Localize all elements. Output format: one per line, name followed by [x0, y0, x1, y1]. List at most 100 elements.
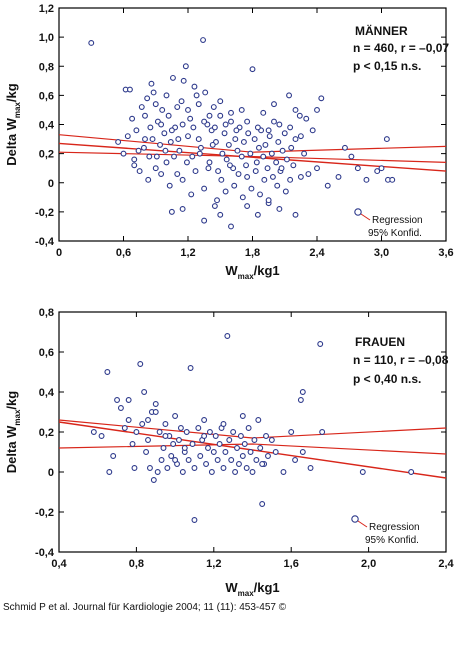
- data-point: [177, 425, 184, 431]
- data-point: [223, 156, 230, 163]
- ci-lower-line: [58, 443, 447, 455]
- data-point: [247, 449, 254, 455]
- data-point: [145, 176, 152, 183]
- data-point: [275, 139, 282, 145]
- y-tick-label: 0,6: [39, 347, 54, 359]
- data-point: [193, 92, 200, 99]
- data-point: [232, 469, 239, 475]
- data-point: [359, 469, 366, 475]
- data-point: [201, 185, 208, 192]
- x-tick-label: 3,6: [438, 247, 453, 259]
- y-tick-label: 0,2: [39, 149, 54, 161]
- data-point: [171, 153, 177, 160]
- data-point: [176, 437, 182, 443]
- data-point: [217, 98, 224, 105]
- data-point: [137, 361, 144, 367]
- y-tick-label: -0,2: [35, 207, 54, 219]
- data-point: [126, 86, 133, 93]
- data-point: [188, 191, 195, 198]
- data-point: [195, 136, 202, 143]
- data-point: [296, 112, 303, 119]
- data-point: [279, 147, 286, 154]
- data-point: [187, 365, 194, 371]
- data-point: [162, 421, 169, 427]
- data-point: [324, 182, 331, 189]
- data-point: [200, 37, 207, 43]
- data-point: [162, 433, 169, 439]
- data-point: [257, 445, 264, 451]
- data-point: [142, 112, 148, 119]
- data-point: [260, 153, 267, 160]
- x-tick-label: 2,0: [361, 558, 376, 570]
- data-point: [292, 106, 299, 113]
- data-point: [265, 127, 272, 134]
- data-point: [228, 223, 234, 230]
- data-point: [272, 449, 279, 455]
- data-point: [354, 165, 361, 172]
- data-point: [263, 433, 269, 439]
- x-axis-title-sub: max: [238, 589, 255, 598]
- data-point: [314, 165, 320, 172]
- data-point: [269, 173, 276, 180]
- x-tick-label: 1,2: [180, 247, 195, 259]
- data-point: [249, 66, 256, 73]
- data-point: [170, 74, 176, 81]
- data-point: [297, 133, 304, 140]
- y-tick-label: 1,0: [39, 32, 54, 44]
- data-point: [168, 453, 175, 459]
- data-point: [117, 405, 124, 411]
- data-point: [174, 171, 181, 177]
- data-point: [297, 397, 304, 403]
- legend-regression-label: Regression: [369, 522, 420, 533]
- data-point: [408, 469, 415, 475]
- data-point: [245, 425, 252, 431]
- y-axis-title-suffix: /kg: [4, 391, 19, 410]
- data-point: [224, 333, 231, 339]
- data-point: [249, 469, 256, 475]
- data-point: [162, 147, 169, 154]
- data-point: [259, 461, 266, 467]
- data-point: [216, 441, 223, 447]
- data-point: [219, 150, 226, 157]
- data-point: [222, 188, 229, 195]
- data-point: [191, 83, 198, 90]
- data-point: [115, 139, 122, 145]
- data-point: [125, 397, 132, 403]
- data-point: [239, 413, 246, 419]
- data-point: [182, 63, 189, 70]
- data-point: [239, 453, 246, 459]
- data-point: [211, 124, 218, 131]
- data-point: [214, 457, 221, 463]
- data-point: [292, 457, 299, 463]
- data-point: [287, 124, 294, 131]
- data-point: [201, 433, 208, 439]
- data-point: [245, 130, 252, 137]
- data-point: [292, 136, 299, 143]
- data-point: [255, 417, 262, 423]
- data-point: [303, 115, 310, 122]
- x-axis-title-main: W: [225, 580, 238, 595]
- data-point: [237, 433, 244, 439]
- data-point: [231, 182, 238, 189]
- data-point: [235, 171, 242, 177]
- data-point: [185, 133, 191, 140]
- data-point: [191, 465, 198, 471]
- data-point: [278, 165, 285, 172]
- stats-line-1: n = 110, r = –0,08: [353, 353, 449, 367]
- data-point: [271, 101, 277, 108]
- data-point: [228, 109, 234, 116]
- stats-line-1: n = 460, r = –0,07: [353, 41, 449, 55]
- data-point: [378, 165, 385, 172]
- data-point: [215, 168, 222, 175]
- data-point: [203, 461, 210, 467]
- x-tick-label: 1,8: [245, 247, 260, 259]
- data-point: [297, 173, 304, 180]
- data-point: [145, 437, 151, 443]
- y-tick-label: -0,4: [35, 547, 55, 559]
- data-point: [210, 449, 217, 455]
- data-point: [178, 98, 185, 105]
- data-point: [262, 141, 269, 148]
- data-point: [238, 153, 245, 160]
- data-point: [197, 453, 204, 459]
- data-point: [228, 457, 235, 463]
